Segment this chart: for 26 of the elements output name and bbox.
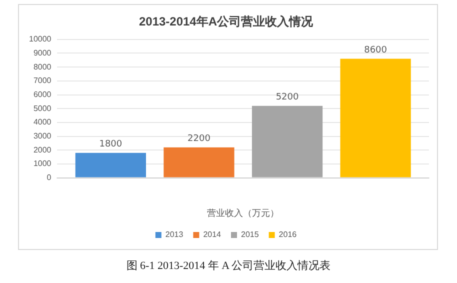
y-tick-label: 9000 bbox=[33, 48, 52, 58]
caption: 图 6-1 2013-2014 年 A 公司营业收入情况表 bbox=[125, 259, 332, 273]
y-tick-label: 6000 bbox=[33, 90, 52, 99]
y-tick-label: 3000 bbox=[33, 131, 52, 140]
legend-label: 2015 bbox=[241, 230, 260, 240]
data-label: 2200 bbox=[188, 134, 211, 144]
y-tick-label: 5000 bbox=[33, 104, 52, 113]
bar bbox=[252, 106, 323, 178]
y-tick-label: 8000 bbox=[33, 62, 52, 72]
data-label: 8600 bbox=[364, 46, 388, 56]
y-tick-label: 1000 bbox=[33, 159, 52, 168]
legend-label: 2013 bbox=[165, 230, 184, 240]
bar bbox=[340, 58, 411, 178]
bar bbox=[164, 147, 234, 178]
legend-label: 2014 bbox=[203, 230, 222, 240]
x-axis-title: 营业收入（万元） bbox=[207, 208, 280, 218]
legend-label: 2016 bbox=[278, 230, 298, 240]
y-tick-label: 2000 bbox=[33, 145, 52, 154]
y-tick-label: 0 bbox=[46, 173, 52, 182]
data-label: 5200 bbox=[276, 92, 299, 103]
data-label: 1800 bbox=[99, 140, 122, 150]
y-tick-label: 10000 bbox=[28, 34, 52, 44]
chart-title: 2013-2014年A公司营业收入情况 bbox=[138, 14, 314, 29]
bar bbox=[75, 152, 146, 178]
y-tick-label: 4000 bbox=[33, 118, 52, 127]
y-tick-label: 7000 bbox=[33, 76, 52, 86]
